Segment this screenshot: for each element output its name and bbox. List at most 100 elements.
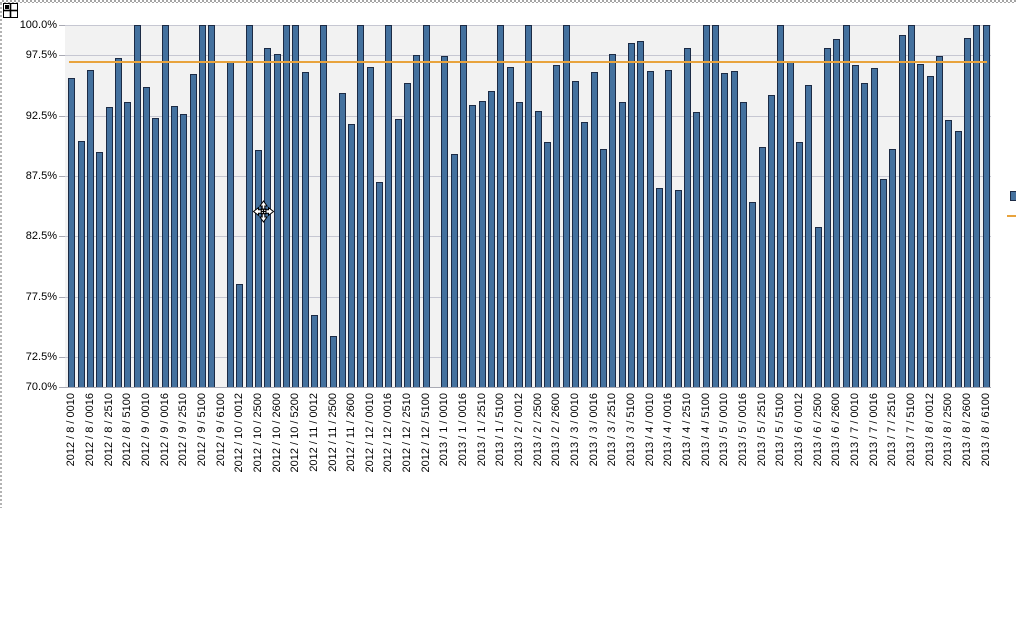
- x-tick-label: 2013 / 7 / 5100: [904, 393, 917, 467]
- y-tick-label: 72.5%: [25, 350, 57, 363]
- x-tick-label: 2013 / 5 / 5100: [774, 393, 787, 467]
- x-tick-label: 2012 / 9 / 6100: [214, 393, 227, 467]
- bar: [170, 105, 178, 387]
- x-tick-label: 2013 / 5 / 0010: [718, 393, 731, 467]
- bar: [208, 25, 216, 387]
- bar: [422, 25, 430, 387]
- bar: [553, 64, 561, 387]
- y-tick-label: 77.5%: [25, 290, 57, 303]
- bar: [693, 111, 701, 387]
- bar: [879, 179, 887, 387]
- bar: [142, 86, 150, 387]
- bar: [292, 25, 300, 387]
- x-tick-label: 2012 / 12 / 0010: [363, 393, 376, 473]
- x-tick-label: 2012 / 10 / 0012: [233, 393, 246, 473]
- bar: [777, 25, 785, 387]
- bar: [917, 63, 925, 387]
- x-tick-label: 2012 / 12 / 2510: [401, 393, 414, 473]
- x-tick-label: 2012 / 8 / 2510: [102, 393, 115, 467]
- bar: [590, 72, 598, 387]
- bar: [105, 107, 113, 387]
- bar: [814, 226, 822, 387]
- bar: [544, 142, 552, 387]
- x-tick-label: 2013 / 1 / 0010: [438, 393, 451, 467]
- bar: [628, 43, 636, 387]
- y-tick-label: 100.0%: [19, 19, 57, 31]
- x-tick-label: 2012 / 9 / 2510: [177, 393, 190, 467]
- bar: [488, 91, 496, 387]
- bar: [889, 149, 897, 387]
- bar: [833, 39, 841, 387]
- x-tick-label: 2013 / 6 / 2500: [811, 393, 824, 467]
- y-tick-mark: [59, 25, 65, 26]
- bar: [273, 53, 281, 387]
- x-tick-label: 2013 / 8 / 2600: [960, 393, 973, 467]
- bar: [320, 25, 328, 387]
- bar: [795, 142, 803, 387]
- bar: [516, 102, 524, 387]
- bar: [338, 92, 346, 387]
- bar: [842, 25, 850, 387]
- x-tick-label: 2012 / 8 / 0010: [65, 393, 78, 467]
- bar: [497, 25, 505, 387]
- bar: [665, 69, 673, 387]
- bar: [935, 56, 943, 387]
- bar: [506, 67, 514, 387]
- bar: [236, 284, 244, 387]
- x-tick-label: 2013 / 8 / 6100: [979, 393, 992, 467]
- x-tick-label: 2012 / 9 / 0016: [158, 393, 171, 467]
- bar: [674, 190, 682, 387]
- bar: [161, 25, 169, 387]
- bar: [721, 73, 729, 387]
- bar: [385, 25, 393, 387]
- bar: [525, 25, 533, 387]
- chart-anchor-move-icon[interactable]: [3, 3, 18, 18]
- x-tick-label: 2012 / 12 / 5100: [419, 393, 432, 473]
- x-tick-label: 2013 / 5 / 0016: [736, 393, 749, 467]
- x-tick-label: 2013 / 8 / 0012: [923, 393, 936, 467]
- bar: [767, 94, 775, 387]
- y-tick-mark: [59, 296, 65, 298]
- bar: [245, 25, 253, 387]
- bar: [348, 123, 356, 387]
- bar: [851, 64, 859, 387]
- bar: [404, 82, 412, 387]
- x-tick-label: 2013 / 8 / 2500: [942, 393, 955, 467]
- x-tick-label: 2012 / 10 / 2500: [251, 393, 264, 473]
- bar: [226, 62, 234, 387]
- x-tick-label: 2013 / 4 / 0010: [643, 393, 656, 467]
- bar: [702, 25, 710, 387]
- legend-bar-series-marker-icon[interactable]: [1010, 191, 1016, 201]
- x-axis-line: [65, 387, 991, 388]
- bar: [786, 61, 794, 387]
- bar: [96, 151, 104, 387]
- legend[interactable]: [1004, 178, 1016, 238]
- plot-area[interactable]: [65, 25, 991, 387]
- y-tick-mark: [59, 236, 65, 238]
- legend-line-series-marker-icon[interactable]: [1007, 215, 1016, 217]
- bar: [413, 55, 421, 387]
- bar: [945, 120, 953, 387]
- bar: [180, 114, 188, 387]
- bar: [581, 121, 589, 387]
- reference-line: [69, 61, 987, 64]
- selection-border-top: [0, 0, 1016, 3]
- bar: [684, 47, 691, 387]
- bar: [310, 314, 318, 387]
- y-tick-mark: [59, 55, 65, 57]
- y-tick-label: 87.5%: [25, 169, 57, 182]
- bar: [366, 67, 374, 387]
- bar: [749, 202, 757, 387]
- bar: [823, 47, 831, 387]
- x-tick-label: 2013 / 3 / 5100: [625, 393, 638, 467]
- bar: [600, 149, 608, 387]
- bar: [77, 140, 85, 387]
- bar: [68, 78, 76, 387]
- bar: [730, 70, 738, 387]
- x-tick-label: 2013 / 3 / 0010: [569, 393, 582, 467]
- x-tick-label: 2012 / 8 / 5100: [121, 393, 134, 467]
- bar: [189, 74, 197, 387]
- bar: [739, 102, 747, 387]
- bar: [264, 47, 272, 387]
